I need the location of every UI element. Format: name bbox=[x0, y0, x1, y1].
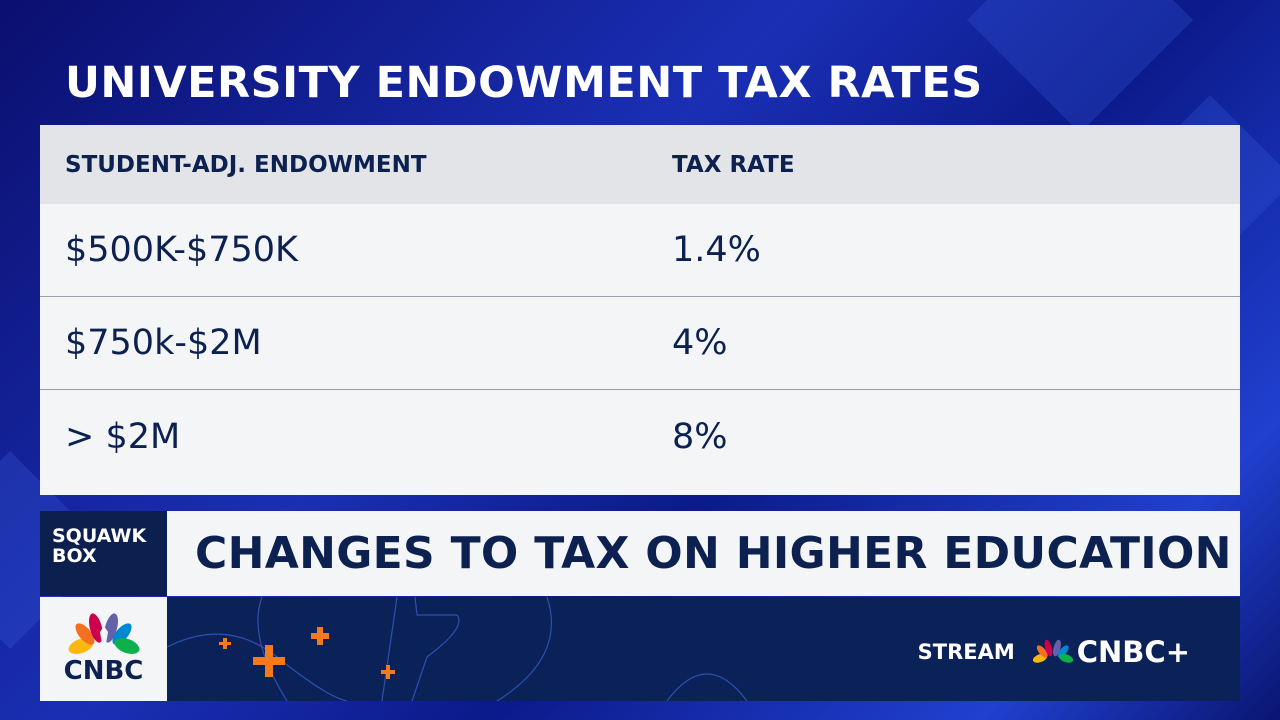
logo-text: CNBC bbox=[63, 656, 144, 686]
show-name: SQUAWK BOX bbox=[40, 511, 167, 596]
table-row: > $2M 8% bbox=[40, 390, 1240, 483]
cnbc-plus-label: CNBC+ bbox=[1076, 635, 1190, 669]
tax-rate-cell: 4% bbox=[672, 323, 728, 363]
background-tile bbox=[966, 0, 1194, 134]
stream-label: STREAM bbox=[917, 640, 1015, 664]
lower-third: SQUAWK BOX CHANGES TO TAX ON HIGHER EDUC… bbox=[40, 511, 1240, 596]
column-header-tax-rate: TAX RATE bbox=[672, 151, 795, 178]
bottom-bar: CNBC STREAM CNBC+ bbox=[40, 597, 1240, 701]
graphic-title: UNIVERSITY ENDOWMENT TAX RATES bbox=[65, 58, 983, 108]
endowment-cell: > $2M bbox=[65, 416, 181, 457]
plus-icon bbox=[219, 627, 395, 679]
cnbc-logo: CNBC bbox=[40, 597, 167, 701]
tax-rate-table: STUDENT-ADJ. ENDOWMENT TAX RATE $500K-$7… bbox=[40, 125, 1240, 495]
show-name-line: SQUAWK bbox=[52, 525, 147, 547]
promo-band: STREAM CNBC+ bbox=[167, 597, 1240, 701]
decorative-lines bbox=[167, 597, 748, 701]
peacock-icon bbox=[68, 613, 139, 656]
column-header-endowment: STUDENT-ADJ. ENDOWMENT bbox=[65, 151, 427, 178]
tax-rate-cell: 8% bbox=[672, 416, 728, 457]
show-name-line: BOX bbox=[52, 545, 97, 567]
peacock-icon bbox=[1032, 639, 1073, 663]
tax-rate-cell: 1.4% bbox=[672, 230, 761, 270]
headline: CHANGES TO TAX ON HIGHER EDUCATION bbox=[167, 511, 1240, 596]
stream-cnbc-plus-promo: STREAM CNBC+ bbox=[918, 635, 1190, 669]
endowment-cell: $500K-$750K bbox=[65, 230, 299, 270]
table-row: $750k-$2M 4% bbox=[40, 297, 1240, 390]
table-row: $500K-$750K 1.4% bbox=[40, 204, 1240, 297]
endowment-cell: $750k-$2M bbox=[65, 323, 262, 363]
table-header: STUDENT-ADJ. ENDOWMENT TAX RATE bbox=[40, 125, 1240, 204]
